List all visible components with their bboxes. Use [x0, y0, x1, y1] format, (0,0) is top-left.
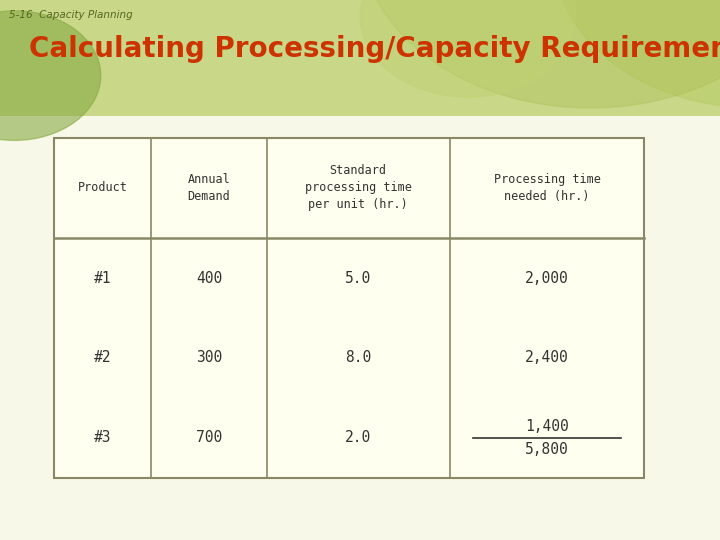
- Text: #2: #2: [94, 350, 112, 366]
- Circle shape: [360, 0, 576, 97]
- Text: 400: 400: [196, 271, 222, 286]
- Bar: [54, 138, 644, 478]
- Text: Product: Product: [78, 181, 127, 194]
- Text: 1,400: 1,400: [525, 419, 569, 434]
- Text: 8.0: 8.0: [345, 350, 372, 366]
- Bar: [0, 0, 720, 116]
- Text: #3: #3: [94, 430, 112, 445]
- Text: 2,400: 2,400: [525, 350, 569, 366]
- Text: 2.0: 2.0: [345, 430, 372, 445]
- Text: 300: 300: [196, 350, 222, 366]
- Circle shape: [360, 0, 720, 108]
- Text: 5.0: 5.0: [345, 271, 372, 286]
- Text: Standard
processing time
per unit (hr.): Standard processing time per unit (hr.): [305, 164, 412, 211]
- Bar: [0, 116, 720, 540]
- Text: Annual
Demand: Annual Demand: [188, 173, 230, 203]
- Text: 700: 700: [196, 430, 222, 445]
- Circle shape: [0, 11, 101, 140]
- Text: 2,000: 2,000: [525, 271, 569, 286]
- Text: #1: #1: [94, 271, 112, 286]
- Text: Calculating Processing/Capacity Requirements: Calculating Processing/Capacity Requirem…: [29, 35, 720, 63]
- Text: Processing time
needed (hr.): Processing time needed (hr.): [493, 173, 600, 203]
- Text: 5-16  Capacity Planning: 5-16 Capacity Planning: [9, 10, 132, 20]
- Text: 5,800: 5,800: [525, 442, 569, 457]
- Circle shape: [554, 0, 720, 108]
